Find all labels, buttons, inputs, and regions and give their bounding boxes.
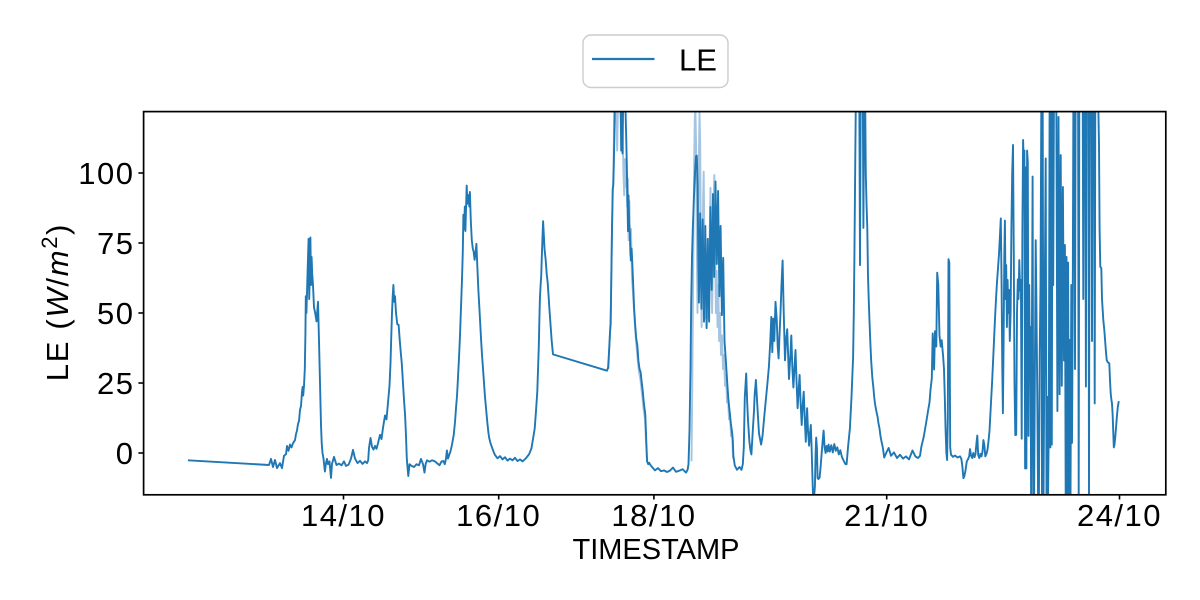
svg-text:21/10: 21/10 xyxy=(844,498,929,533)
svg-text:LE: LE xyxy=(679,43,717,78)
svg-text:25: 25 xyxy=(97,366,134,401)
svg-text:75: 75 xyxy=(97,226,134,261)
svg-text:0: 0 xyxy=(116,436,135,471)
svg-text:16/10: 16/10 xyxy=(456,498,541,533)
svg-text:14/10: 14/10 xyxy=(301,498,386,533)
svg-text:24/10: 24/10 xyxy=(1077,498,1162,533)
svg-text:100: 100 xyxy=(78,156,134,191)
svg-text:LE (W/m2): LE (W/m2) xyxy=(37,223,75,381)
svg-text:18/10: 18/10 xyxy=(611,498,696,533)
svg-text:TIMESTAMP: TIMESTAMP xyxy=(572,534,739,566)
svg-text:50: 50 xyxy=(97,296,134,331)
